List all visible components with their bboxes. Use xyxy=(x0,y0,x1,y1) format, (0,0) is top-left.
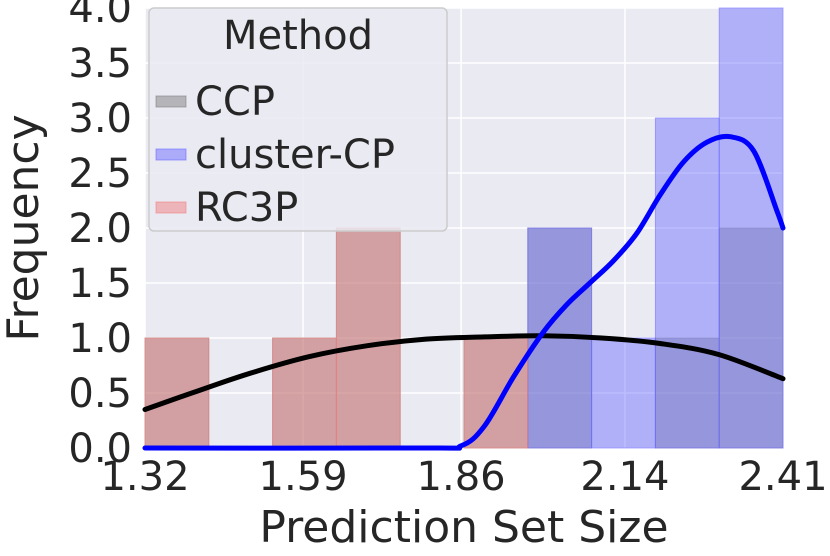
bar-cluster-cp xyxy=(654,117,720,449)
y-axis-label: Frequency xyxy=(0,114,49,341)
bar-cluster-cp xyxy=(718,7,784,449)
legend-title: Method xyxy=(223,13,373,59)
bar-rc3p xyxy=(463,337,529,449)
y-tick-label: 3.0 xyxy=(68,96,132,142)
x-tick-label: 2.14 xyxy=(580,454,669,500)
y-tick-labels: 0.0 0.5 1.0 1.5 2.0 2.5 3.0 3.5 4.0 xyxy=(68,0,132,472)
y-tick-label: 2.0 xyxy=(68,206,132,252)
y-tick-label: 0.5 xyxy=(68,371,132,417)
density-curves xyxy=(142,133,786,451)
y-tick-label: 0.0 xyxy=(68,426,132,472)
legend-box xyxy=(148,7,448,232)
legend-swatch-rc3p xyxy=(155,201,187,214)
y-tick-label: 3.5 xyxy=(68,41,132,87)
bar-ccp xyxy=(718,227,784,449)
x-tick-label: 1.32 xyxy=(100,454,189,500)
x-tick-label: 1.86 xyxy=(417,454,506,500)
bar-rc3p xyxy=(335,227,401,449)
legend-swatch-cluster-cp xyxy=(155,148,187,161)
legend-label-ccp: CCP xyxy=(195,79,275,125)
y-tick-label: 2.5 xyxy=(68,151,132,197)
x-axis-label: Prediction Set Size xyxy=(259,502,668,553)
y-tick-label: 4.0 xyxy=(68,0,132,32)
legend-label-rc3p: RC3P xyxy=(195,185,298,231)
x-tick-label: 1.59 xyxy=(259,454,348,500)
y-tick-label: 1.0 xyxy=(68,316,132,362)
y-tick-label: 1.5 xyxy=(68,261,132,307)
kde-curve-cluster-cp xyxy=(142,133,786,451)
legend-swatch-ccp xyxy=(155,95,187,108)
kde-curve-ccp xyxy=(142,333,786,412)
bar-ccp xyxy=(654,337,720,449)
bar-cluster-cp xyxy=(591,337,656,449)
x-tick-label: 2.41 xyxy=(738,454,827,500)
legend-label-cluster-cp: cluster-CP xyxy=(195,132,395,178)
x-tick-labels: 1.32 1.59 1.86 2.14 2.41 xyxy=(100,454,827,500)
legend: Method CCP cluster-CP RC3P xyxy=(148,7,448,232)
